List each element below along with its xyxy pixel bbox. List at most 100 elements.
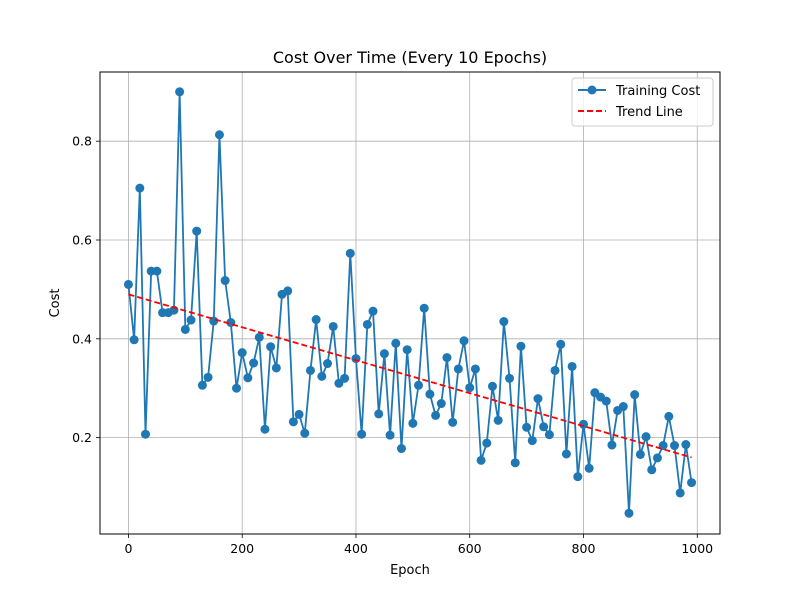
x-tick-label: 400 bbox=[344, 541, 368, 556]
training-cost-point bbox=[186, 315, 196, 325]
y-tick-label: 0.2 bbox=[72, 430, 92, 445]
x-tick-label: 0 bbox=[124, 541, 132, 556]
training-cost-point bbox=[323, 359, 333, 369]
training-cost-point bbox=[670, 441, 679, 451]
training-cost-point bbox=[414, 380, 424, 390]
training-cost-point bbox=[311, 315, 321, 325]
training-cost-point bbox=[345, 248, 355, 258]
training-cost-point bbox=[539, 422, 549, 432]
training-cost-point bbox=[618, 402, 628, 412]
training-cost-point bbox=[300, 428, 310, 438]
training-cost-point bbox=[402, 345, 412, 355]
training-cost-point bbox=[129, 335, 139, 345]
legend-trend-line-label: Trend Line bbox=[615, 105, 683, 120]
training-cost-point bbox=[152, 266, 162, 276]
training-cost-point bbox=[573, 472, 583, 482]
training-cost-point bbox=[232, 383, 242, 393]
training-cost-point bbox=[220, 276, 230, 286]
training-cost-point bbox=[391, 338, 401, 348]
training-cost-point bbox=[601, 396, 611, 406]
training-cost-point bbox=[368, 306, 378, 316]
training-cost-point bbox=[664, 411, 674, 421]
training-cost-point bbox=[630, 390, 640, 400]
training-cost-point bbox=[328, 321, 338, 331]
training-cost-point bbox=[379, 349, 389, 359]
training-cost-point bbox=[641, 432, 651, 442]
training-cost-point bbox=[459, 336, 469, 346]
training-cost-point bbox=[305, 365, 315, 375]
training-cost-point bbox=[141, 429, 150, 439]
x-tick-label: 200 bbox=[230, 541, 254, 556]
trend-line bbox=[128, 293, 692, 459]
training-cost-point bbox=[271, 363, 281, 373]
training-cost-point bbox=[192, 226, 202, 236]
training-cost-point bbox=[550, 365, 560, 375]
training-cost-point bbox=[607, 440, 617, 450]
x-tick-label: 1000 bbox=[681, 541, 713, 556]
training-cost-point bbox=[135, 183, 145, 193]
plot-data bbox=[123, 87, 697, 518]
training-cost-point bbox=[175, 87, 185, 97]
training-cost-point bbox=[465, 383, 475, 393]
training-cost-point bbox=[681, 440, 691, 450]
y-tick-label: 0.4 bbox=[72, 331, 92, 346]
y-tick-label: 0.8 bbox=[72, 134, 92, 149]
training-cost-point bbox=[340, 373, 350, 383]
training-cost-point bbox=[505, 373, 515, 383]
training-cost-point bbox=[470, 364, 480, 374]
training-cost-point bbox=[453, 364, 463, 374]
training-cost-point bbox=[396, 444, 406, 454]
training-cost-point bbox=[624, 508, 634, 518]
training-cost-point bbox=[516, 341, 526, 351]
training-cost-point bbox=[544, 430, 554, 440]
training-cost-point bbox=[408, 418, 418, 428]
training-cost-point bbox=[351, 354, 361, 364]
chart-title: Cost Over Time (Every 10 Epochs) bbox=[273, 48, 547, 67]
training-cost-point bbox=[487, 381, 497, 391]
training-cost-point bbox=[374, 409, 384, 419]
training-cost-point bbox=[578, 419, 588, 429]
training-cost-point bbox=[419, 303, 429, 313]
y-tick-label: 0.6 bbox=[72, 233, 92, 248]
x-tick-label: 600 bbox=[458, 541, 482, 556]
training-cost-point bbox=[260, 424, 270, 434]
training-cost-point bbox=[527, 436, 537, 446]
training-cost-point bbox=[237, 348, 247, 358]
training-cost-point bbox=[482, 438, 492, 448]
x-axis-title: Epoch bbox=[390, 563, 430, 578]
training-cost-point bbox=[294, 409, 304, 419]
training-cost-point bbox=[567, 361, 577, 371]
training-cost-point bbox=[584, 463, 594, 473]
training-cost-point bbox=[510, 458, 520, 468]
training-cost-point bbox=[317, 371, 327, 381]
training-cost-point bbox=[561, 449, 571, 459]
training-cost-point bbox=[203, 372, 213, 382]
training-cost-point bbox=[180, 324, 190, 334]
training-cost-point bbox=[243, 373, 253, 383]
grid bbox=[100, 72, 720, 534]
training-cost-point bbox=[499, 317, 509, 327]
legend-training-cost-label: Training Cost bbox=[615, 84, 700, 99]
training-cost-point bbox=[431, 410, 441, 420]
training-cost-point bbox=[652, 453, 662, 463]
plot-frame bbox=[99, 71, 721, 535]
training-cost-point bbox=[436, 399, 446, 409]
training-cost-point bbox=[442, 353, 452, 363]
training-cost-point bbox=[687, 478, 697, 488]
training-cost-point bbox=[214, 130, 224, 140]
training-cost-point bbox=[385, 430, 395, 440]
training-cost-point bbox=[288, 417, 298, 427]
training-cost-point bbox=[493, 415, 503, 425]
training-cost-point bbox=[357, 429, 367, 439]
training-cost-point bbox=[522, 422, 532, 432]
training-cost-point bbox=[266, 342, 276, 352]
training-cost-point bbox=[254, 332, 264, 342]
training-cost-point bbox=[448, 417, 458, 427]
legend-training-cost-marker bbox=[587, 85, 597, 95]
legend-box bbox=[571, 77, 714, 127]
training-cost-point bbox=[283, 286, 293, 296]
axis-ticks: 0 200 400 600 800 1000 0.2 0.4 0.6 0.8 bbox=[72, 134, 713, 556]
training-cost-point bbox=[362, 319, 372, 329]
x-tick-label: 800 bbox=[572, 541, 596, 556]
